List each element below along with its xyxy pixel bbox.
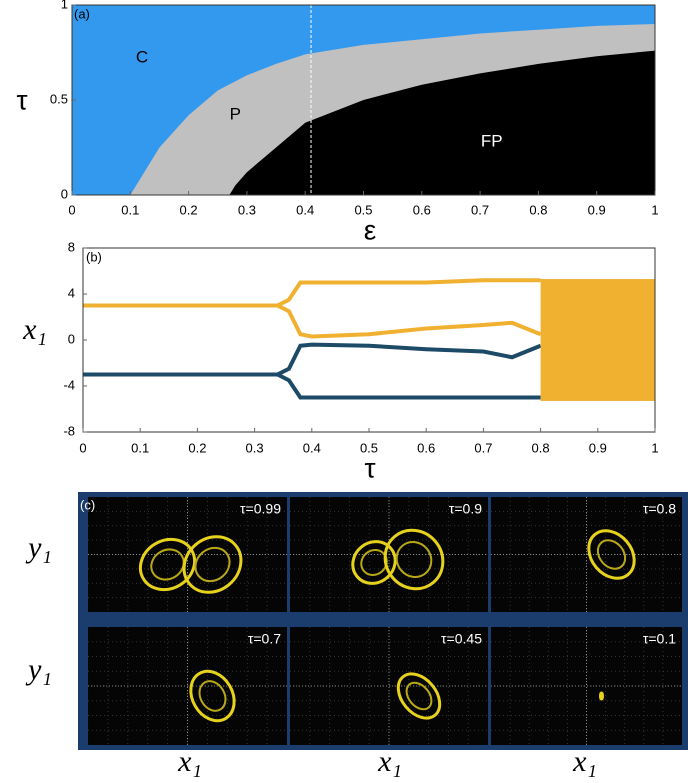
y-tick-label: 0.5 [50, 91, 68, 106]
y-axis-label: y₁ [25, 653, 52, 686]
x-axis-label: ε [364, 214, 376, 245]
x-tick-label: 0.7 [474, 440, 492, 455]
attractor [150, 548, 185, 581]
x-tick-label: 0.9 [589, 440, 607, 455]
attractor [395, 540, 433, 579]
panel-b: 0 0.1 0.2 0.3 0.4 0.5 0.6 0.7 0.8 0.9 1 -8 -4 0 4 8 (b) τ… [22, 239, 658, 483]
image-label: τ=0.7 [248, 631, 281, 647]
y-axis-label: x₁ [22, 313, 47, 346]
image-label: τ=0.99 [240, 501, 281, 517]
x-tick-label: 0.6 [413, 202, 431, 217]
attractor [182, 535, 243, 594]
attractor [396, 672, 442, 720]
attractor [405, 681, 433, 711]
x-tick-label: 0 [79, 440, 86, 455]
y-tick-label: 0 [68, 331, 75, 346]
x-tick-label: 0.1 [131, 440, 149, 455]
x-tick-label: 0.8 [529, 202, 547, 217]
branch [83, 303, 542, 339]
x-axis-label: x₁ [177, 745, 202, 778]
y-axis-label: y₁ [25, 531, 52, 564]
x-tick-label: 0 [68, 202, 75, 217]
panel-c: τ=0.99 τ=0.9 τ=0.8 τ=0.7 τ=0.45 τ=0.1 (c) y₁ y₁ x… [25, 492, 688, 778]
x-tick-label: 0.8 [532, 440, 550, 455]
x-tick-label: 0.6 [417, 440, 435, 455]
attractor [351, 540, 397, 585]
region [229, 50, 655, 195]
attractor [194, 546, 231, 583]
x-tick-label: 0.2 [188, 440, 206, 455]
x-tick-label: 0.7 [471, 202, 489, 217]
image-label: τ=0.8 [643, 501, 676, 517]
attractor [599, 691, 604, 701]
y-tick-label: -8 [63, 423, 75, 438]
region-label: C [136, 48, 148, 67]
y-axis-label: τ [16, 84, 27, 115]
x-axis-label: x₁ [572, 745, 597, 778]
x-tick-label: 0.9 [588, 202, 606, 217]
branch [83, 342, 542, 377]
x-axis-label: τ [364, 452, 375, 483]
attractor [587, 529, 636, 580]
image-label: τ=0.45 [441, 631, 482, 647]
x-tick-label: 0.1 [121, 202, 139, 217]
chaotic-band [540, 279, 655, 401]
image-label: τ=0.1 [643, 631, 676, 647]
region-label: P [230, 105, 241, 124]
x-tick-label: 0.3 [246, 440, 264, 455]
attractor [383, 528, 445, 591]
attractor [189, 669, 236, 723]
image-label: τ=0.9 [449, 501, 482, 517]
y-tick-label: 8 [68, 239, 75, 254]
x-tick-label: 0.5 [354, 202, 372, 217]
x-tick-label: 1 [651, 202, 658, 217]
branch [83, 372, 541, 400]
x-tick-label: 0.5 [360, 440, 378, 455]
x-tick-label: 0.3 [238, 202, 256, 217]
x-tick-label: 0.4 [303, 440, 321, 455]
panel-label: (c) [80, 497, 95, 512]
attractor [596, 539, 627, 570]
x-tick-label: 0.4 [296, 202, 314, 217]
panel-label: (a) [74, 6, 90, 21]
attractor [198, 680, 227, 712]
y-tick-label: 4 [68, 285, 75, 300]
y-tick-label: 0 [61, 186, 68, 201]
x-tick-label: 0.2 [180, 202, 198, 217]
panel-a: C P FP 0 0.1 0.2 0.3 0.4 0.5 0.6 0.7 0.8 0.9 1 0 0.5 1 (a… [16, 0, 658, 245]
y-tick-label: -4 [63, 377, 75, 392]
panel-label: (b) [86, 249, 102, 264]
y-tick-label: 1 [61, 0, 68, 11]
region-label: FP [481, 131, 503, 150]
x-tick-label: 1 [651, 440, 658, 455]
x-axis-label: x₁ [377, 745, 402, 778]
branch [83, 278, 541, 308]
